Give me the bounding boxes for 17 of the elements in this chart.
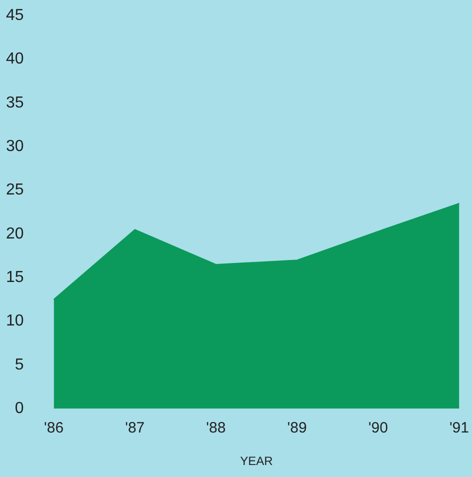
- x-axis-title: YEAR: [240, 454, 274, 468]
- x-tick-label: '90: [368, 420, 388, 437]
- y-tick-label: 35: [6, 94, 24, 112]
- y-tick-label: 5: [14, 356, 24, 374]
- y-tick-label: 20: [6, 225, 24, 242]
- x-tick-label: '86: [44, 420, 64, 437]
- y-tick-label: 0: [14, 400, 24, 418]
- x-tick-label: '88: [206, 420, 226, 437]
- y-tick-label: 10: [6, 312, 24, 330]
- y-tick-label: 15: [6, 269, 24, 286]
- x-tick-label: '89: [287, 420, 307, 437]
- y-tick-label: 25: [6, 182, 24, 199]
- y-tick-label: 40: [6, 50, 24, 68]
- x-tick-label: '87: [125, 420, 145, 437]
- y-tick-label: 30: [6, 138, 24, 156]
- y-tick-label: 45: [6, 7, 24, 24]
- x-tick-label: '91: [449, 420, 470, 437]
